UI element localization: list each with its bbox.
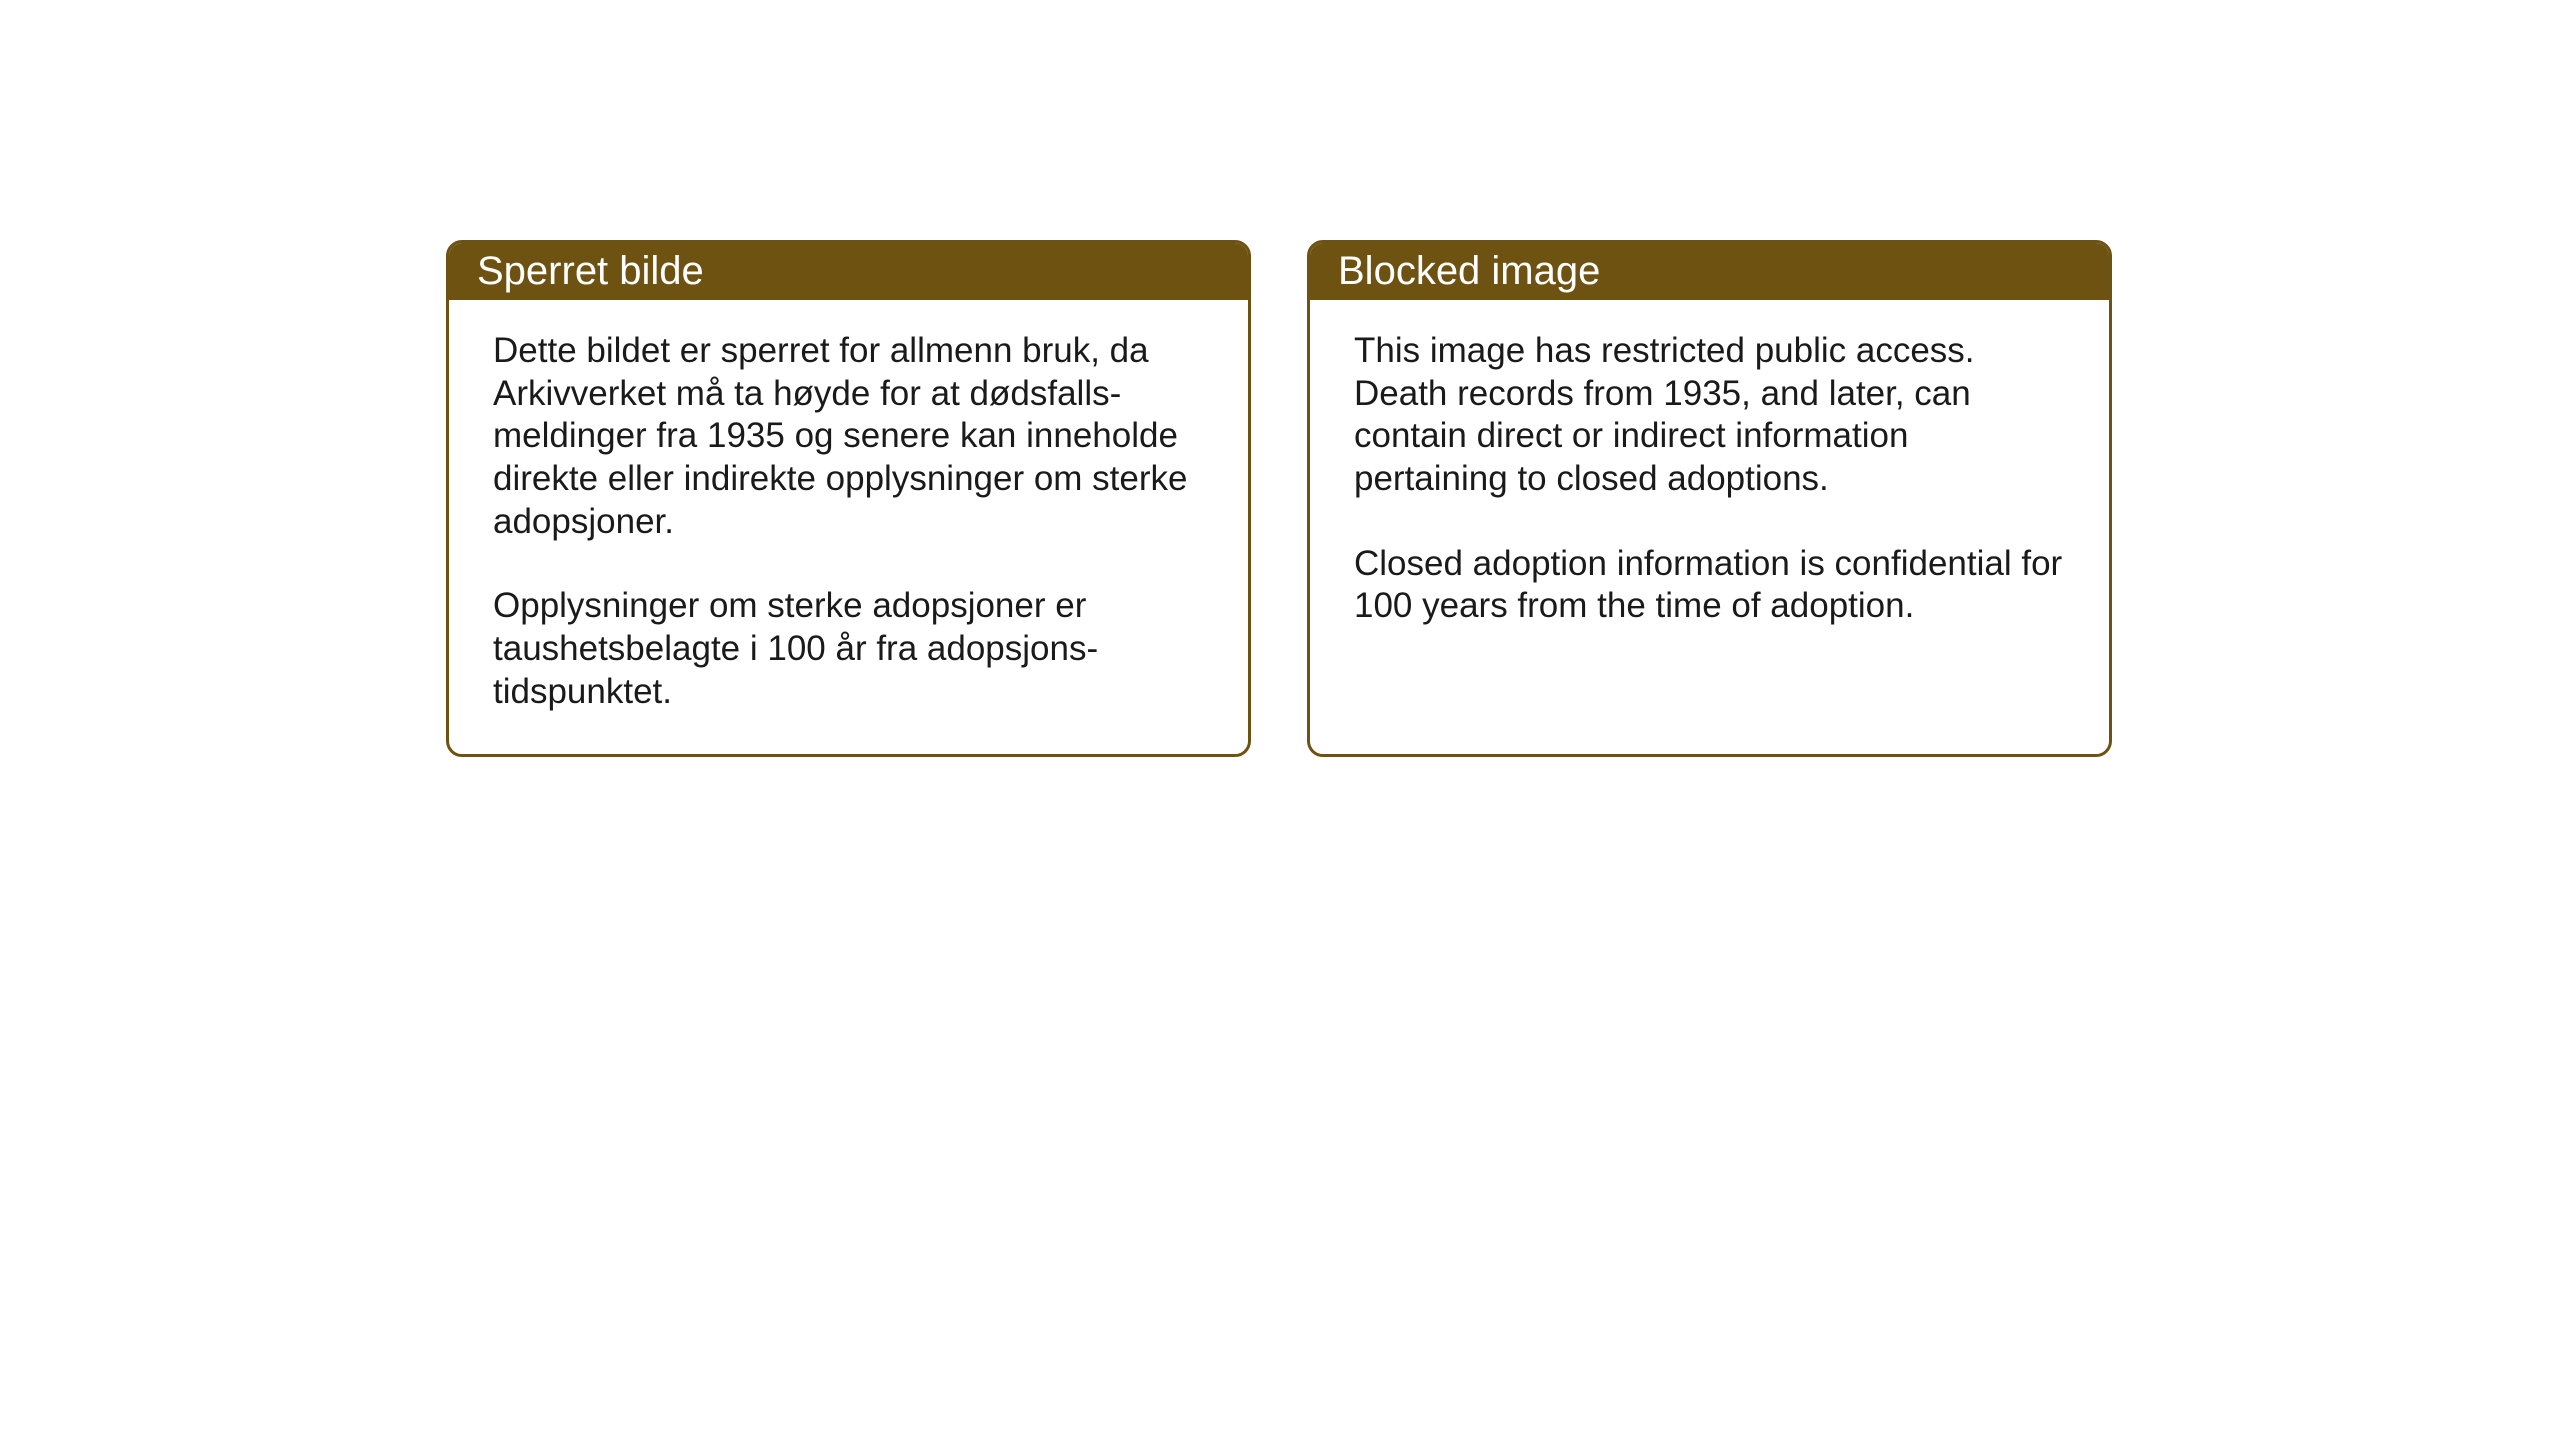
notice-container: Sperret bilde Dette bildet er sperret fo… [446,240,2112,757]
notice-box-english: Blocked image This image has restricted … [1307,240,2112,757]
notice-header-norwegian: Sperret bilde [449,243,1248,300]
notice-paragraph-1-norwegian: Dette bildet er sperret for allmenn bruk… [493,330,1204,543]
notice-header-english: Blocked image [1310,243,2109,300]
notice-paragraph-1-english: This image has restricted public access.… [1354,330,2065,501]
notice-body-english: This image has restricted public access.… [1310,300,2109,668]
notice-box-norwegian: Sperret bilde Dette bildet er sperret fo… [446,240,1251,757]
notice-body-norwegian: Dette bildet er sperret for allmenn bruk… [449,300,1248,754]
notice-paragraph-2-english: Closed adoption information is confident… [1354,543,2065,628]
notice-paragraph-2-norwegian: Opplysninger om sterke adopsjoner er tau… [493,585,1204,713]
